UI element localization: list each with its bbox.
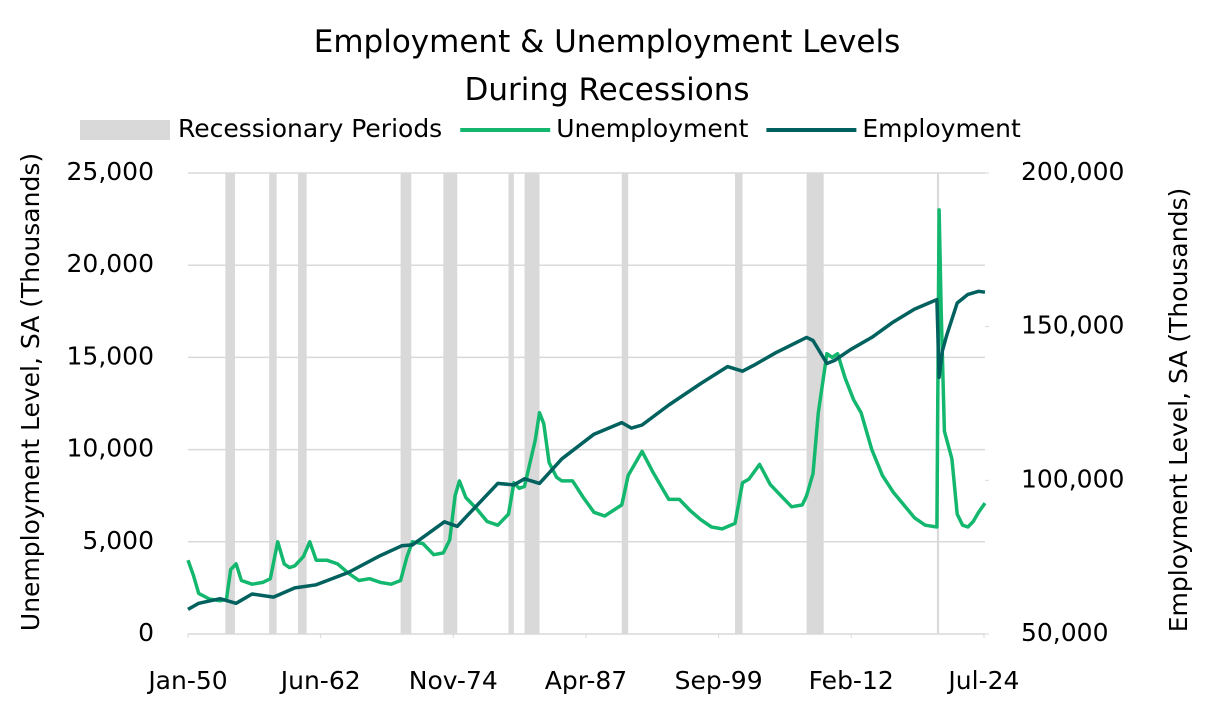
- recession-band: [524, 173, 540, 634]
- y2-tick-label: 100,000: [1021, 464, 1124, 493]
- x-tick-label: Nov-74: [409, 666, 498, 695]
- recession-band: [508, 173, 514, 634]
- recession-band: [298, 173, 307, 634]
- x-tick-label: Jan-50: [146, 666, 227, 695]
- x-tick-label: Jul-24: [946, 666, 1019, 695]
- y-tick-label: 10,000: [67, 434, 154, 463]
- recession-band: [269, 173, 277, 634]
- recession-band: [806, 173, 824, 634]
- recession-band: [225, 173, 236, 634]
- y-tick-label: 0: [138, 618, 154, 647]
- y2-tick-label: 150,000: [1021, 311, 1124, 340]
- legend-label: Unemployment: [556, 114, 748, 143]
- chart-title: Employment & Unemployment Levels During …: [313, 24, 901, 108]
- recession-band: [621, 173, 629, 634]
- y-tick-label: 5,000: [82, 526, 154, 555]
- legend-swatch: [80, 120, 170, 140]
- y2-tick-label: 50,000: [1021, 618, 1108, 647]
- x-tick-label: Apr-87: [545, 666, 627, 695]
- x-tick-label: Sep-99: [675, 666, 763, 695]
- series-line: [186, 208, 987, 603]
- y-tick-label: 20,000: [67, 249, 154, 278]
- y2-axis-title: Employment Level, SA (Thousands): [1164, 188, 1193, 633]
- y2-tick-label: 200,000: [1021, 157, 1124, 186]
- recession-band: [400, 173, 412, 634]
- x-tick-label: Jun-62: [279, 666, 361, 695]
- legend-label: Recessionary Periods: [178, 114, 442, 143]
- y-tick-label: 25,000: [67, 157, 154, 186]
- x-tick-label: Feb-12: [809, 666, 894, 695]
- legend-label: Employment: [862, 114, 1021, 143]
- recession-band: [735, 173, 743, 634]
- y-axis-title: Unemployment Level, SA (Thousands): [16, 153, 45, 631]
- y-tick-label: 15,000: [67, 341, 154, 370]
- recession-band: [443, 173, 458, 634]
- series-line: [187, 289, 986, 611]
